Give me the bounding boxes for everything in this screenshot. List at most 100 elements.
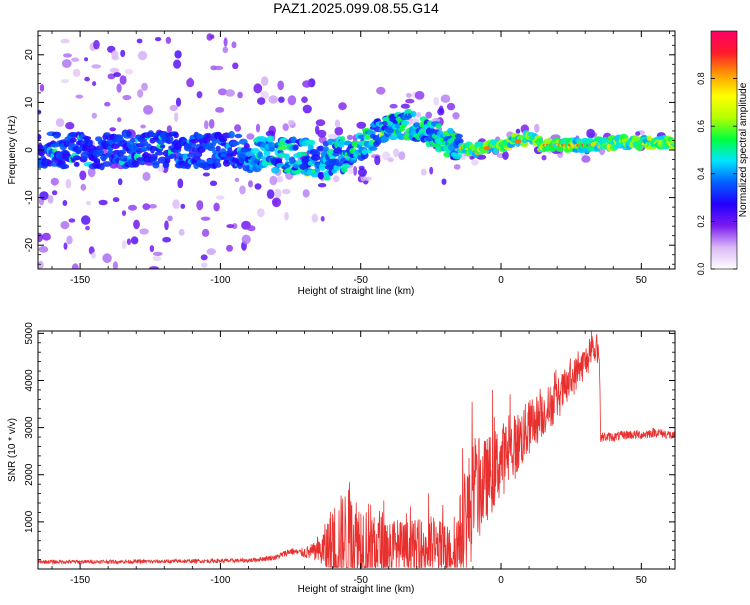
spectrogram-cell (119, 75, 127, 85)
spectrogram-cell (323, 176, 331, 181)
spectrogram-xtick-label: 0 (498, 275, 504, 286)
spectrogram-ytick-label: -20 (24, 238, 35, 253)
spectrogram-cell (102, 161, 112, 167)
spectrogram-cell (149, 266, 159, 269)
spectrogram-cell (250, 148, 260, 155)
spectrogram-cell (109, 127, 116, 132)
spectrogram-cell (154, 151, 164, 156)
spectrogram-cell (222, 159, 231, 167)
spectrogram-cell (174, 50, 182, 59)
spectrogram-cell (234, 177, 240, 182)
snr-ytick-label: 2000 (24, 463, 35, 486)
spectrogram-cell (85, 225, 90, 231)
spectrogram-cell (38, 148, 45, 157)
spectrogram-cell (398, 151, 406, 161)
spectrogram-cell (382, 151, 391, 161)
spectrogram-cell (184, 142, 192, 150)
spectrogram-cell (160, 144, 166, 149)
spectrogram-cell (209, 180, 218, 187)
spectrogram-cell (514, 139, 522, 144)
spectrogram-cell (353, 166, 358, 176)
snr-xtick-label: -50 (353, 575, 368, 586)
spectrogram-cell (75, 94, 84, 99)
spectrogram-cell (172, 199, 180, 210)
spectrogram-cell (174, 112, 179, 123)
spectrogram-cell (188, 77, 193, 87)
spectrogram-cell (254, 183, 262, 190)
spectrogram-cell (68, 218, 76, 223)
snr-xtick-label: -150 (70, 575, 90, 586)
spectrogram-cell (440, 94, 451, 103)
snr-ticks: -150 -100 -50 0 50 1000 2000 3000 4000 5000 (24, 322, 675, 586)
spectrogram-cell (635, 131, 641, 136)
spectrogram-cell (177, 178, 184, 189)
spectrogram-cell (243, 143, 250, 150)
spectrogram-cell (165, 36, 172, 44)
spectrogram-cell (261, 76, 269, 86)
spectrogram-cell (414, 90, 425, 100)
spectrogram-cell (341, 163, 351, 169)
spectrogram-cell (257, 208, 265, 218)
spectrogram-cell (215, 162, 222, 168)
colorbar-tick-label: 0.4 (696, 168, 706, 181)
spectrogram-cell (454, 133, 463, 139)
spectrogram-cell (62, 200, 68, 206)
spectrogram-cell (65, 122, 75, 130)
spectrogram-cell (112, 197, 120, 203)
spectrogram-cell (150, 155, 158, 162)
spectrogram-cell (311, 154, 321, 161)
spectrogram-cell (318, 163, 327, 171)
spectrogram-cell (155, 37, 162, 42)
spectrogram-cell (309, 140, 316, 146)
spectrogram-cell (87, 139, 93, 145)
spectrogram-cell (65, 178, 72, 189)
spectrogram-cell (187, 152, 196, 158)
spectrogram-cells (38, 33, 675, 269)
spectrogram-cell (109, 67, 120, 73)
spectrogram-cell (71, 57, 80, 62)
spectrogram-cell (84, 57, 89, 62)
spectrogram-cell (207, 145, 216, 152)
snr-frame (37, 330, 676, 570)
spectrogram-cell (196, 200, 204, 211)
spectrogram-cell (234, 124, 242, 132)
snr-ytick-label: 3000 (24, 416, 35, 439)
spectrogram-cell (206, 248, 216, 256)
spectrogram-cell (385, 128, 394, 134)
spectrogram-cell (71, 263, 79, 269)
spectrogram-cell (302, 104, 312, 114)
spectrogram-cell (140, 124, 146, 129)
spectrogram-cell (364, 176, 373, 181)
spectrogram-cell (281, 188, 291, 195)
spectrogram-cell (268, 95, 279, 104)
spectrogram-cell (223, 37, 228, 47)
spectrogram-cell (541, 155, 547, 161)
spectrogram-cell (581, 155, 591, 163)
spectrogram-cell (41, 232, 51, 241)
spectrogram-cell (128, 204, 137, 211)
spectrogram-cell (398, 127, 406, 132)
spectrogram-cell (60, 221, 70, 230)
spectrogram-cell (84, 76, 90, 82)
colorbar-frame (710, 30, 738, 270)
spectrogram-cell (142, 171, 151, 181)
spectrogram-cell (237, 91, 243, 99)
colorbar-ticks: 0.0 0.2 0.4 0.6 0.8 (696, 72, 737, 275)
spectrogram-cell (334, 126, 344, 136)
spectrogram-cell (38, 246, 49, 253)
spectrogram-cell (149, 245, 155, 253)
spectrogram-cell (399, 124, 407, 129)
spectrogram-cell (257, 97, 266, 105)
spectrogram-ytick-label: -10 (24, 190, 35, 205)
spectrogram-cell (126, 238, 131, 245)
spectrogram-ytick-label: 20 (24, 49, 35, 61)
spectrogram-cell (111, 50, 119, 60)
spectrogram-cell (173, 59, 182, 69)
spectrogram-cell (289, 156, 296, 164)
spectrogram-cell (133, 219, 140, 230)
spectrogram-cell (39, 84, 45, 92)
spectrogram-cell (118, 149, 126, 155)
spectrogram-cell (169, 104, 178, 112)
spectrogram-cell (389, 103, 398, 109)
spectrogram-cell (515, 128, 521, 134)
